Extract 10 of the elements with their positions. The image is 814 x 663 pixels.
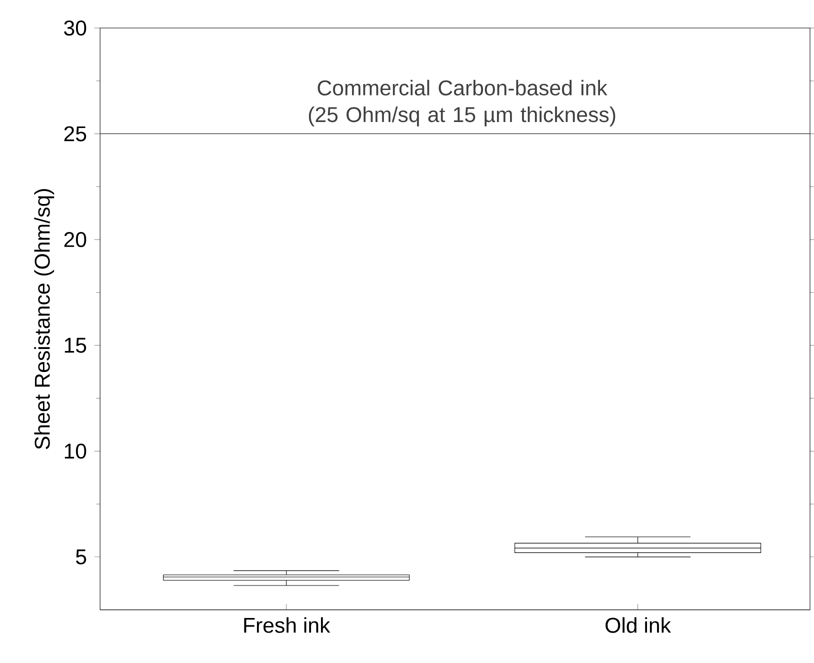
- y-tick-label: 5: [76, 549, 86, 564]
- y-tick-label: 30: [64, 20, 86, 36]
- y-tick-label: 25: [64, 126, 86, 142]
- y-tick-label: 20: [64, 232, 86, 248]
- y-tick-label: 15: [64, 338, 86, 353]
- x-tick-label: Fresh ink: [244, 617, 330, 633]
- ref-line-label: Commercial Carbon-based ink (25 Ohm/sq at 15 µm thickness): [308, 80, 616, 126]
- y-tick-label: 10: [64, 444, 86, 459]
- x-tick-label: Old ink: [606, 617, 672, 633]
- y-axis-title: Sheet Resistance (Ohm/sq): [34, 189, 54, 449]
